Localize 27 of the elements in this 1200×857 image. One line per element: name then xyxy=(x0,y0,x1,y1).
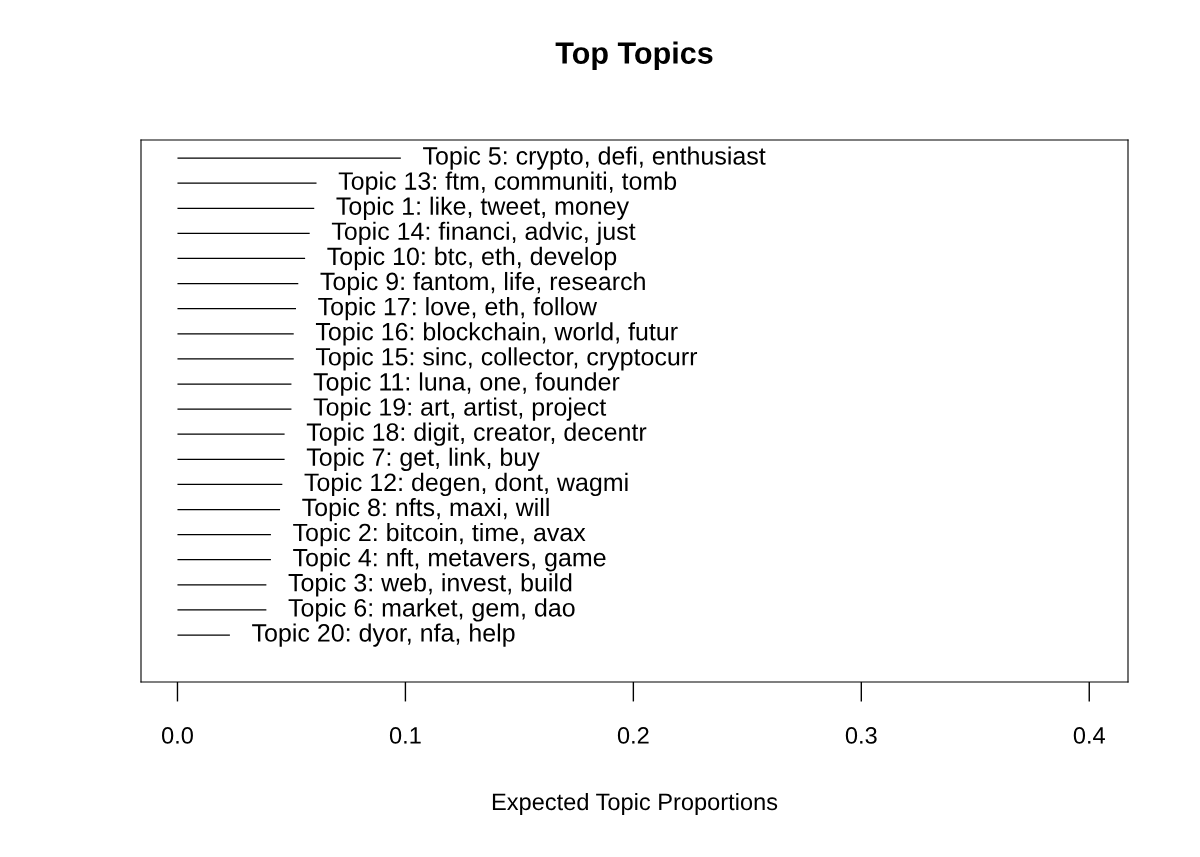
y-tick-label: Topic 12: degen, dont, wagmi xyxy=(304,472,628,497)
x-tick-label: 0.0 xyxy=(161,727,193,744)
y-tick-label: Topic 6: market, gem, dao xyxy=(288,598,575,622)
y-tick-label: Topic 5: crypto, defi, enthusiast xyxy=(423,146,766,170)
y-tick-label: Topic 8: nfts, maxi, will xyxy=(302,497,549,522)
y-tick-label: Topic 10: btc, eth, develop xyxy=(327,246,617,271)
x-tick-label: 0.3 xyxy=(845,727,877,744)
x-tick-label: 0.1 xyxy=(389,727,421,744)
y-tick-label: Topic 9: fantom, life, research xyxy=(320,271,645,296)
y-tick-label: Topic 20: dyor, nfa, help xyxy=(252,623,515,647)
y-tick-label: Topic 3: web, invest, build xyxy=(288,573,572,597)
y-tick-label: Topic 7: get, link, buy xyxy=(306,447,540,471)
y-tick-label: Topic 11: luna, one, founder xyxy=(313,372,620,396)
y-tick-label: Topic 2: bitcoin, time, avax xyxy=(293,522,586,547)
x-tick-label: 0.4 xyxy=(1073,727,1105,744)
y-tick-label: Topic 18: digit, creator, decentr xyxy=(306,422,647,446)
y-tick-label: Topic 14: financi, advic, just xyxy=(331,221,636,246)
y-tick-label: Topic 19: art, artist, project xyxy=(313,397,607,421)
y-tick-label: Topic 13: ftm, communiti, tomb xyxy=(338,171,677,195)
y-tick-label: Topic 16: blockchain, world, futur xyxy=(315,322,678,346)
x-tick-label: 0.2 xyxy=(617,727,649,744)
y-tick-label: Topic 17: love, eth, follow xyxy=(318,297,598,321)
y-tick-label: Topic 1: like, tweet, money xyxy=(336,196,630,220)
y-tick-label: Topic 15: sinc, collector, cryptocurr xyxy=(315,347,698,371)
y-tick-label: Topic 4: nft, metavers, game xyxy=(293,548,606,572)
x-axis-title: Expected Topic Proportions xyxy=(492,792,778,815)
chart-title: Top Topics xyxy=(555,41,713,70)
